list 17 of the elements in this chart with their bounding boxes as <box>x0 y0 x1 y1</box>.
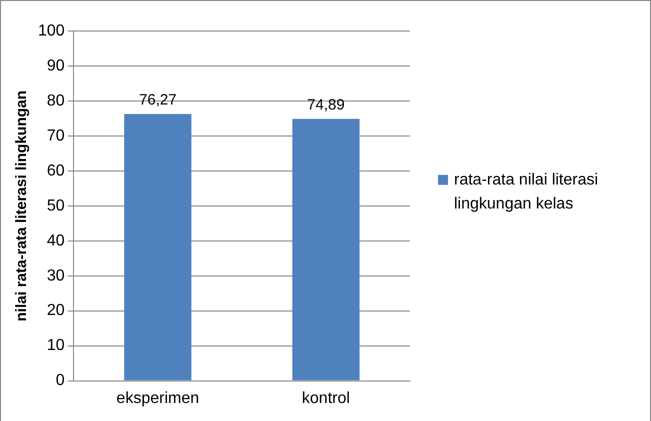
data-label: 76,27 <box>139 92 177 109</box>
y-tick-label: 80 <box>46 92 65 110</box>
y-tick-label: 40 <box>46 232 65 250</box>
x-tick-label: eksperimen <box>116 390 200 407</box>
data-label: 74,89 <box>307 96 345 114</box>
y-tick-label: 90 <box>46 57 65 74</box>
x-tick-label: kontrol <box>302 390 350 407</box>
legend-label: rata-rata nilai literasi lingkungan kelas <box>454 171 598 212</box>
y-tick-label: 10 <box>46 337 65 354</box>
y-tick-label: 100 <box>38 22 65 40</box>
y-tick-label: 0 <box>56 372 65 390</box>
y-tick-label: 70 <box>46 127 65 144</box>
y-tick-label: 30 <box>46 267 65 284</box>
y-tick-label: 50 <box>46 197 65 214</box>
y-axis-title: nilai rata-rata literasi lingkungan <box>13 90 30 322</box>
y-tick-label: 60 <box>46 162 65 180</box>
y-tick-label: 20 <box>46 302 65 320</box>
